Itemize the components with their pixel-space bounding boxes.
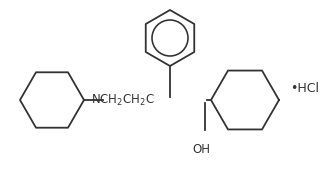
Text: NCH$_2$CH$_2$C: NCH$_2$CH$_2$C <box>91 92 155 108</box>
Text: OH: OH <box>192 143 210 156</box>
Text: •HCl: •HCl <box>290 81 319 95</box>
